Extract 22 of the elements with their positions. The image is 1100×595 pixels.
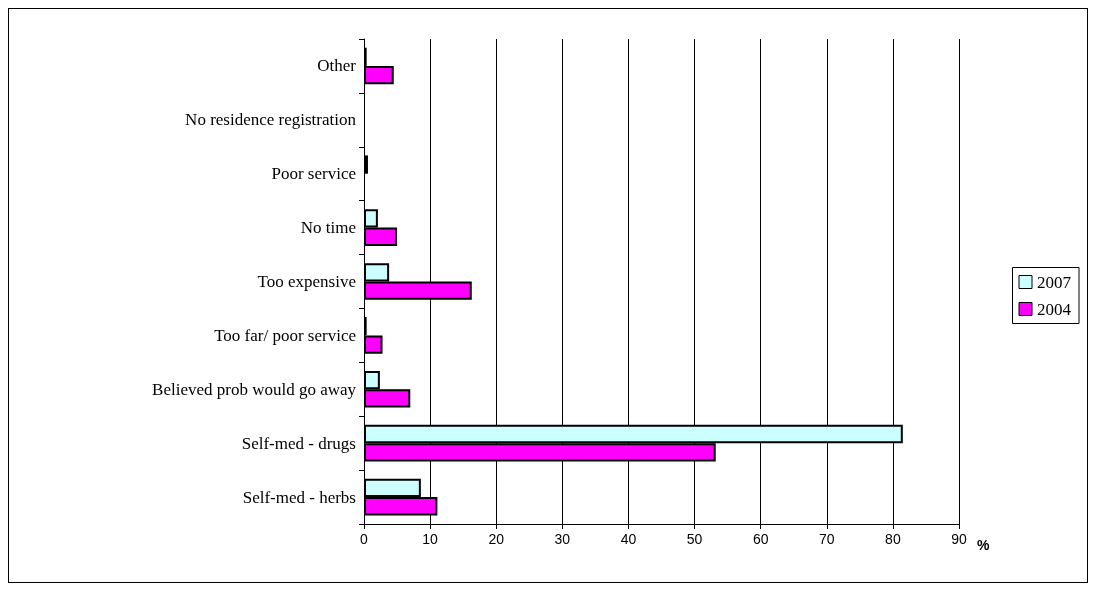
y-tick-label: No time bbox=[300, 218, 356, 238]
y-tick-label: Self-med - drugs bbox=[241, 433, 356, 453]
y-tick-label: Other bbox=[317, 56, 357, 76]
x-tick-label: 70 bbox=[818, 531, 835, 547]
y-tick-label: No residence registration bbox=[185, 110, 357, 130]
x-tick-label: 50 bbox=[686, 531, 703, 547]
legend-label: 2007 bbox=[1037, 272, 1072, 292]
y-tick-label: Too expensive bbox=[257, 272, 356, 291]
x-tick-label: 10 bbox=[422, 531, 439, 547]
x-tick-label: 80 bbox=[885, 531, 901, 547]
y-tick-label: Believed prob would go away bbox=[152, 379, 357, 399]
legend-label: 2004 bbox=[1037, 299, 1072, 319]
x-tick-label: 30 bbox=[554, 531, 571, 547]
y-tick-label: Poor service bbox=[271, 164, 356, 184]
x-tick-label: 20 bbox=[488, 531, 505, 547]
x-tick-label: 90 bbox=[951, 531, 967, 547]
x-tick-label: 60 bbox=[752, 531, 769, 547]
x-tick-label: 0 bbox=[360, 531, 369, 547]
y-tick-label: Self-med - herbs bbox=[242, 487, 356, 507]
y-tick-label: Too far/ poor service bbox=[214, 325, 356, 345]
x-axis-title: % bbox=[977, 537, 990, 553]
x-tick-label: 40 bbox=[620, 531, 637, 547]
